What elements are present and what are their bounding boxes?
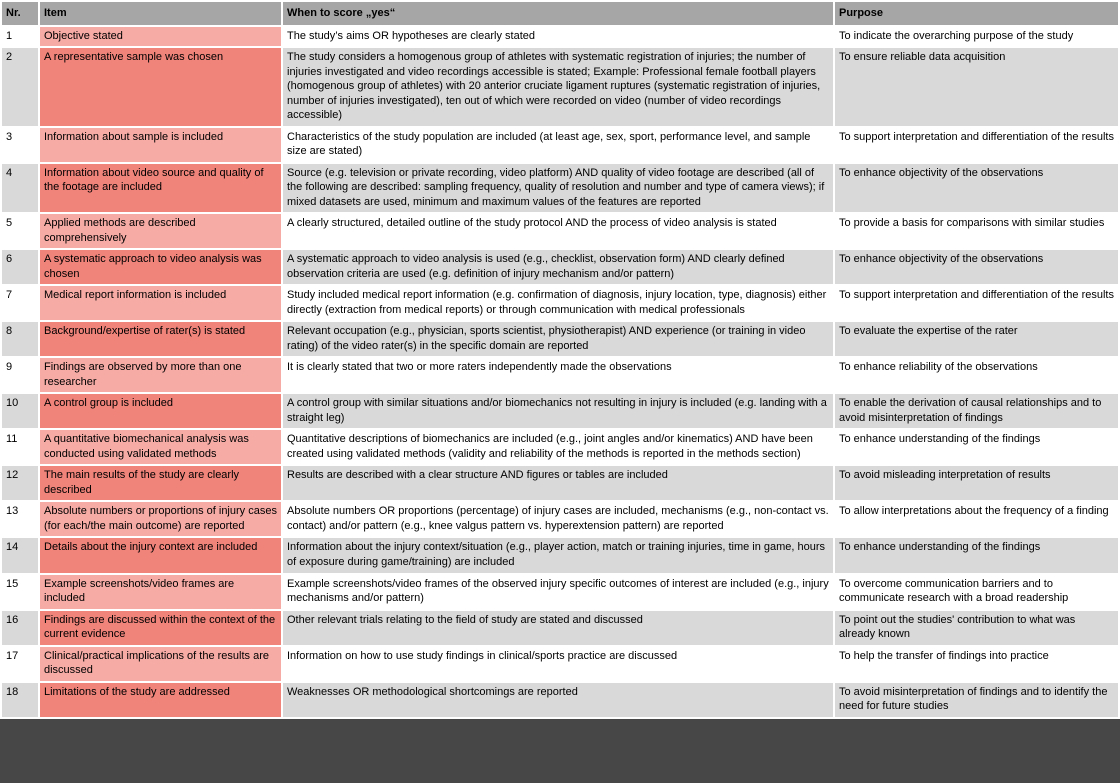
table-row: 7 Medical report information is included… — [2, 286, 1118, 321]
cell-item: Findings are observed by more than one r… — [40, 358, 281, 393]
cell-item: Findings are discussed within the contex… — [40, 610, 281, 645]
cell-purpose: To overcome communication barriers and t… — [835, 574, 1118, 609]
table-row: 10 A control group is included A control… — [2, 394, 1118, 429]
cell-item: Medical report information is included — [40, 286, 281, 321]
cell-item: Information about sample is included — [40, 127, 281, 162]
bottom-bar — [0, 718, 1120, 783]
cell-when: A clearly structured, detailed outline o… — [283, 214, 833, 249]
cell-item: A systematic approach to video analysis … — [40, 250, 281, 285]
cell-item: Background/expertise of rater(s) is stat… — [40, 322, 281, 357]
cell-nr: 10 — [2, 394, 38, 429]
cell-purpose: To provide a basis for comparisons with … — [835, 214, 1118, 249]
cell-purpose: To support interpretation and differenti… — [835, 286, 1118, 321]
cell-item: Applied methods are described comprehens… — [40, 214, 281, 249]
cell-item: Details about the injury context are inc… — [40, 538, 281, 573]
table-row: 17 Clinical/practical implications of th… — [2, 646, 1118, 681]
table-row: 4 Information about video source and qua… — [2, 163, 1118, 213]
cell-nr: 18 — [2, 682, 38, 717]
cell-purpose: To help the transfer of findings into pr… — [835, 646, 1118, 681]
table-row: 1 Objective stated The study’s aims OR h… — [2, 26, 1118, 47]
header-item: Item — [40, 2, 281, 25]
table-row: 8 Background/expertise of rater(s) is st… — [2, 322, 1118, 357]
cell-purpose: To ensure reliable data acquisition — [835, 48, 1118, 126]
cell-item: Example screenshots/video frames are inc… — [40, 574, 281, 609]
cell-when: Study included medical report informatio… — [283, 286, 833, 321]
cell-item: The main results of the study are clearl… — [40, 466, 281, 501]
cell-when: Other relevant trials relating to the fi… — [283, 610, 833, 645]
cell-when: A systematic approach to video analysis … — [283, 250, 833, 285]
cell-purpose: To support interpretation and differenti… — [835, 127, 1118, 162]
cell-nr: 15 — [2, 574, 38, 609]
cell-nr: 9 — [2, 358, 38, 393]
cell-purpose: To avoid misleading interpretation of re… — [835, 466, 1118, 501]
checklist-table: Nr. Item When to score „yes“ Purpose 1 O… — [2, 2, 1118, 717]
cell-purpose: To indicate the overarching purpose of t… — [835, 26, 1118, 47]
cell-nr: 6 — [2, 250, 38, 285]
cell-nr: 1 — [2, 26, 38, 47]
header-purpose: Purpose — [835, 2, 1118, 25]
cell-nr: 12 — [2, 466, 38, 501]
cell-nr: 8 — [2, 322, 38, 357]
cell-when: Results are described with a clear struc… — [283, 466, 833, 501]
cell-when: Information about the injury context/sit… — [283, 538, 833, 573]
table-row: 11 A quantitative biomechanical analysis… — [2, 430, 1118, 465]
cell-item: Objective stated — [40, 26, 281, 47]
cell-when: Quantitative descriptions of biomechanic… — [283, 430, 833, 465]
cell-purpose: To enhance objectivity of the observatio… — [835, 163, 1118, 213]
cell-when: It is clearly stated that two or more ra… — [283, 358, 833, 393]
cell-purpose: To enable the derivation of causal relat… — [835, 394, 1118, 429]
table-row: 18 Limitations of the study are addresse… — [2, 682, 1118, 717]
cell-when: Weaknesses OR methodological shortcoming… — [283, 682, 833, 717]
cell-when: Example screenshots/video frames of the … — [283, 574, 833, 609]
cell-purpose: To enhance reliability of the observatio… — [835, 358, 1118, 393]
cell-when: A control group with similar situations … — [283, 394, 833, 429]
table-row: 9 Findings are observed by more than one… — [2, 358, 1118, 393]
table-row: 14 Details about the injury context are … — [2, 538, 1118, 573]
cell-purpose: To enhance objectivity of the observatio… — [835, 250, 1118, 285]
cell-nr: 13 — [2, 502, 38, 537]
cell-nr: 16 — [2, 610, 38, 645]
cell-nr: 7 — [2, 286, 38, 321]
table-row: 6 A systematic approach to video analysi… — [2, 250, 1118, 285]
cell-item: Absolute numbers or proportions of injur… — [40, 502, 281, 537]
cell-purpose: To avoid misinterpretation of findings a… — [835, 682, 1118, 717]
cell-purpose: To evaluate the expertise of the rater — [835, 322, 1118, 357]
cell-nr: 5 — [2, 214, 38, 249]
cell-item: Limitations of the study are addressed — [40, 682, 281, 717]
cell-item: Information about video source and quali… — [40, 163, 281, 213]
cell-item: A representative sample was chosen — [40, 48, 281, 126]
cell-purpose: To enhance understanding of the findings — [835, 538, 1118, 573]
header-when-to-score: When to score „yes“ — [283, 2, 833, 25]
table-row: 12 The main results of the study are cle… — [2, 466, 1118, 501]
cell-when: Absolute numbers OR proportions (percent… — [283, 502, 833, 537]
cell-when: Source (e.g. television or private recor… — [283, 163, 833, 213]
cell-item: A quantitative biomechanical analysis wa… — [40, 430, 281, 465]
cell-nr: 17 — [2, 646, 38, 681]
table-row: 3 Information about sample is included C… — [2, 127, 1118, 162]
table-row: 15 Example screenshots/video frames are … — [2, 574, 1118, 609]
cell-nr: 14 — [2, 538, 38, 573]
header-nr: Nr. — [2, 2, 38, 25]
cell-when: The study considers a homogenous group o… — [283, 48, 833, 126]
cell-when: Relevant occupation (e.g., physician, sp… — [283, 322, 833, 357]
cell-when: The study’s aims OR hypotheses are clear… — [283, 26, 833, 47]
cell-item: A control group is included — [40, 394, 281, 429]
cell-nr: 3 — [2, 127, 38, 162]
table-row: 2 A representative sample was chosen The… — [2, 48, 1118, 126]
header-row: Nr. Item When to score „yes“ Purpose — [2, 2, 1118, 25]
table-row: 5 Applied methods are described comprehe… — [2, 214, 1118, 249]
cell-item: Clinical/practical implications of the r… — [40, 646, 281, 681]
table-row: 13 Absolute numbers or proportions of in… — [2, 502, 1118, 537]
table-row: 16 Findings are discussed within the con… — [2, 610, 1118, 645]
cell-nr: 11 — [2, 430, 38, 465]
cell-when: Information on how to use study findings… — [283, 646, 833, 681]
cell-nr: 2 — [2, 48, 38, 126]
cell-purpose: To enhance understanding of the findings — [835, 430, 1118, 465]
cell-purpose: To allow interpretations about the frequ… — [835, 502, 1118, 537]
cell-nr: 4 — [2, 163, 38, 213]
cell-when: Characteristics of the study population … — [283, 127, 833, 162]
cell-purpose: To point out the studies' contribution t… — [835, 610, 1118, 645]
